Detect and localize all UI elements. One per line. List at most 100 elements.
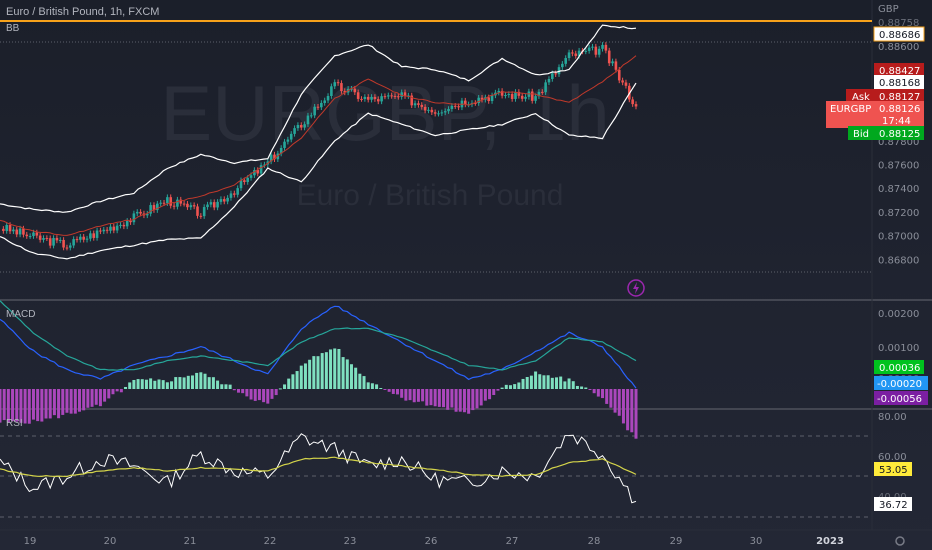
candle-body [554,73,557,75]
lightning-alert-icon[interactable] [627,279,645,297]
macd-hist-bar [241,389,245,394]
macd-hist-bar [471,389,475,411]
macd-histogram [0,348,638,439]
candle-body [82,236,85,240]
candle-body [279,147,283,154]
candle-body [477,97,480,104]
macd-hist-bar [211,377,215,389]
macd-hist-bar [19,389,23,423]
time-tick: 21 [184,536,197,547]
settings-gear-icon[interactable] [895,536,905,546]
macd-hist-bar [387,389,391,392]
chart-title[interactable]: Euro / British Pound, 1h, FXCM [6,6,159,18]
candle-body [219,199,223,202]
candle-body [209,202,213,205]
macd-hist-bar [358,373,362,389]
bollinger-basis-line [0,55,637,236]
candle-body [135,211,139,214]
macd-hist-bar [324,352,328,389]
macd-hist-bar [442,389,446,408]
candle-body [115,225,119,231]
candle-body [614,61,618,70]
time-axis[interactable]: 19 20 21 22 23 26 27 28 29 30 2023 [24,536,844,547]
symbol-value: 0.88126 [879,104,920,115]
candle-body [577,50,581,56]
macd-hist-bar [571,381,575,389]
macd-hist-bar [596,389,600,397]
candle-body [310,115,313,117]
candle-body [199,215,203,217]
candle-body [92,233,96,238]
candle-body [453,105,457,107]
candle-body [303,124,306,128]
macd-hist-bar [278,388,282,390]
candle-body [353,88,357,93]
macd-hist-bar [195,372,199,389]
candle-body [443,111,447,113]
macd-hist-bar [517,382,521,389]
macd-hist-bar [82,389,86,411]
macd-hist-bar [40,389,44,422]
time-tick: 22 [264,536,277,547]
macd-signal-value: -0.00056 [877,394,922,405]
time-tick: 23 [344,536,357,547]
candle-body [306,115,310,125]
rsi-value: 36.72 [879,500,908,511]
candle-body [330,86,333,97]
candle-body [634,104,638,107]
candle-body [32,232,35,237]
candle-body [72,239,75,246]
macd-hist-tag [874,360,924,374]
candle-body [176,199,179,207]
price-box [874,75,924,89]
macd-hist-bar [416,389,420,402]
candle-body [25,234,29,237]
candle-body [85,238,89,240]
candle-body [584,50,588,52]
candle-body [259,165,263,174]
candle-body [601,44,604,49]
indicator-macd-label[interactable]: MACD [6,309,35,320]
macd-hist-bar [366,382,370,389]
macd-hist-bar [529,375,533,389]
macd-hist-bar [207,377,211,389]
candle-body [437,113,440,115]
macd-hist-bar [165,382,169,389]
macd-hist-bar [249,389,253,400]
macd-hist-bar [483,389,487,401]
candle-body [226,197,229,202]
candle-body [189,205,193,208]
candle-body [75,239,79,241]
watermark-symbol: EURGBP, 1h [160,69,609,157]
candle-body [222,199,226,202]
macd-hist-bar [546,375,550,389]
price-tick: 0.87400 [878,184,919,195]
candle-body [112,226,116,231]
candle-body [202,207,206,217]
candle-body [557,67,561,75]
macd-hist-bar [329,349,333,389]
candle-body [186,203,189,208]
candle-body [410,95,414,106]
candle-body [450,105,454,109]
candle-body [403,92,407,97]
bollinger-upper-band [0,24,637,213]
macd-hist-bar [601,389,605,399]
macd-hist-bar [450,389,454,408]
candle-body [474,102,477,104]
macd-hist-bar [61,389,65,415]
macd-hist-bar [508,385,512,389]
indicator-bb-label[interactable]: BB [6,23,20,34]
candle-body [95,230,99,238]
candle-body [286,139,290,142]
candle-body [299,125,303,128]
candle-body [196,206,199,216]
candle-body [192,205,196,207]
macd-hist-bar [157,379,161,389]
candle-body [12,229,15,232]
macd-hist-bar [149,378,153,389]
indicator-rsi-label[interactable]: RSI [6,418,23,429]
macd-hist-bar [287,378,291,389]
candle-body [333,82,337,87]
